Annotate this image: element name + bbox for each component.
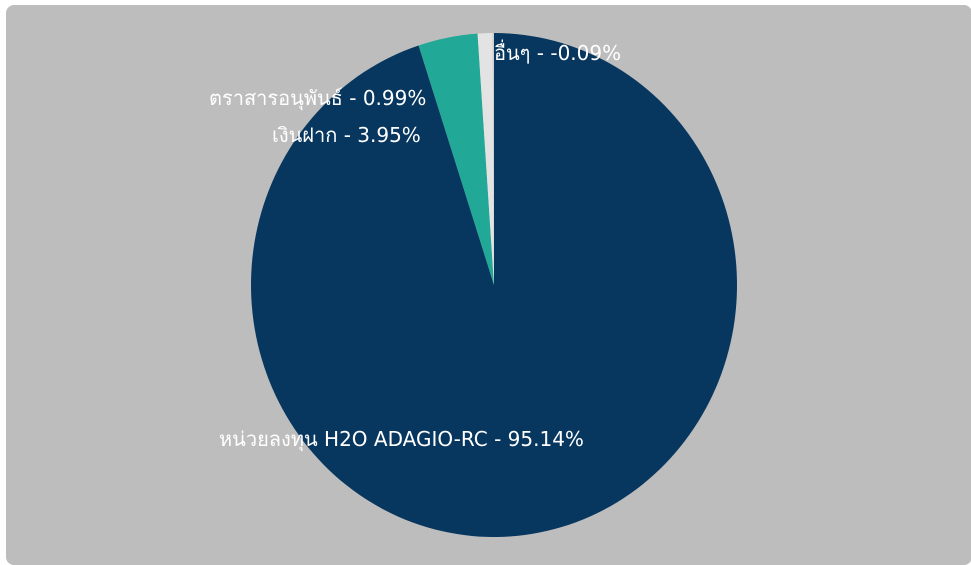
- slice-label-main: หน่วยลงทุน H2O ADAGIO-RC - 95.14%: [219, 427, 584, 452]
- slice-deposit: [418, 33, 494, 286]
- pie-slices: [250, 33, 737, 538]
- slice-main: [250, 33, 737, 538]
- slice-derivatives: [477, 33, 494, 286]
- slice-label-derivatives: ตราสารอนุพันธ์ - 0.99%: [209, 86, 426, 111]
- slice-label-deposit: เงินฝาก - 3.95%: [272, 123, 421, 147]
- pie-labels: หน่วยลงทุน H2O ADAGIO-RC - 95.14% เงินฝา…: [209, 39, 621, 452]
- slice-others: [492, 33, 494, 285]
- slice-label-others: อื่นๆ - -0.09%: [494, 39, 621, 65]
